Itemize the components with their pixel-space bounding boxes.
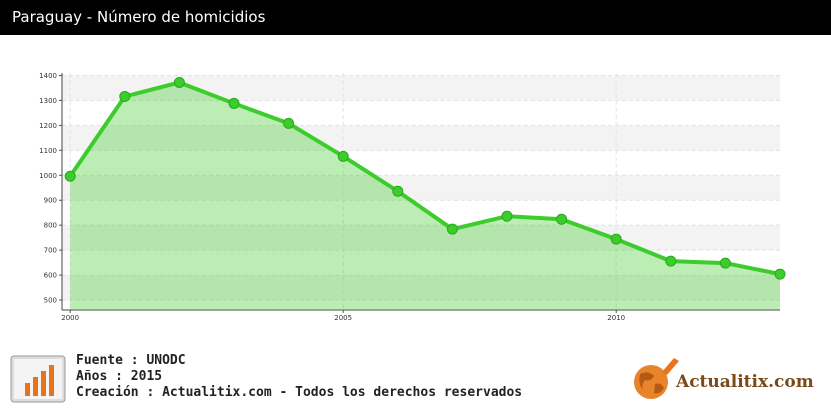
point (446, 223, 458, 235)
x-tick-label: 2010 (607, 314, 625, 322)
logo-text: Actualitix.com (676, 372, 814, 392)
point (665, 255, 677, 267)
footer-icon (10, 355, 66, 403)
footer-years: Años : 2015 (76, 369, 163, 384)
area (70, 82, 780, 310)
footer-source: Fuente : UNODC (76, 353, 186, 368)
point (610, 233, 622, 245)
point (283, 117, 295, 129)
point (774, 268, 786, 280)
y-tick-label: 1200 (39, 122, 57, 130)
y-tick-label: 900 (44, 197, 57, 205)
y-tick-label: 700 (44, 247, 57, 255)
line (68, 80, 781, 277)
grid-band (62, 225, 780, 251)
point (501, 210, 513, 222)
y-tick-label: 1000 (39, 172, 57, 180)
x-tick-label: 2000 (61, 314, 79, 322)
point (119, 90, 131, 102)
footer: Fuente : UNODC Años : 2015 Creación : Ac… (76, 353, 522, 401)
point (719, 257, 731, 269)
point (556, 213, 568, 225)
point (337, 150, 349, 162)
y-tick-label: 600 (44, 272, 57, 280)
grid-band (62, 125, 780, 151)
header-title: Paraguay - Número de homicidios (0, 0, 831, 35)
y-tick-label: 500 (44, 297, 57, 305)
y-tick-label: 1300 (39, 97, 57, 105)
grid-band (62, 275, 780, 301)
point (64, 170, 76, 182)
point (228, 97, 240, 109)
grid-band (62, 175, 780, 201)
y-tick-label: 800 (44, 222, 57, 230)
y-tick-label: 1400 (39, 72, 57, 80)
footer-creation: Creación : Actualitix.com - Todos los de… (76, 385, 523, 400)
logo-icon (634, 358, 679, 399)
y-tick-label: 1100 (39, 147, 57, 155)
x-tick-label: 2005 (334, 314, 352, 322)
point (392, 185, 404, 197)
point (173, 76, 185, 88)
